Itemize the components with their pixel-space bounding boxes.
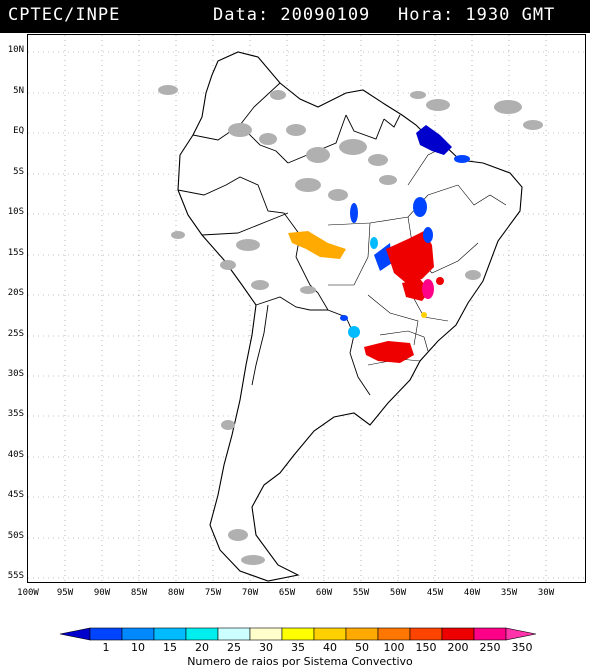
lat-label-10s: 10S (7, 207, 24, 217)
colorbar-arrow-right (505, 627, 537, 641)
colorbar-tick-200: 200 (447, 641, 469, 654)
lon-label-60w: 60W (315, 588, 333, 598)
date-label: Data: 20090109 (213, 5, 371, 25)
lat-label-35s: 35S (7, 409, 24, 419)
colorbar-tick-10: 10 (131, 641, 145, 654)
lat-label-45s: 45S (7, 490, 24, 500)
colorbar-segment (217, 627, 251, 641)
title-bar: CPTEC/INPE Data: 20090109 Hora: 1930 GMT (0, 0, 590, 33)
lon-label-65w: 65W (278, 588, 296, 598)
system-yellow-small (421, 312, 427, 318)
lon-label-95w: 95W (56, 588, 74, 598)
system-blue-north-central (350, 203, 358, 223)
lat-label-55s: 55S (7, 571, 24, 581)
lon-label-100w: 100W (17, 588, 39, 598)
lon-label-55w: 55W (352, 588, 370, 598)
lat-label-50s: 50S (7, 531, 24, 541)
system-red-small (436, 277, 444, 285)
colorbar-segment (345, 627, 379, 641)
system-blue-east-2 (423, 227, 433, 243)
lon-label-50w: 50W (389, 588, 407, 598)
system-orange-bolivia (288, 231, 346, 259)
colorbar-segment (409, 627, 443, 641)
lon-label-85w: 85W (130, 588, 148, 598)
map-canvas (28, 35, 585, 582)
system-cyan-paraguay (348, 326, 360, 338)
colorbar-segment (377, 627, 411, 641)
colorbar-tick-30: 30 (259, 641, 273, 654)
lat-label-10n: 10N (7, 45, 24, 55)
lat-label-15s: 15S (7, 248, 24, 258)
source-label: CPTEC/INPE (8, 5, 121, 25)
colorbar-tick-20: 20 (195, 641, 209, 654)
convective-systems (288, 125, 470, 363)
colorbar-segment (89, 627, 123, 641)
colorbar-tick-250: 250 (479, 641, 501, 654)
colorbar-tick-100: 100 (383, 641, 405, 654)
lat-label-5s: 5S (13, 167, 24, 177)
system-red-south (364, 341, 414, 363)
color-bar (59, 627, 537, 641)
map-frame (27, 34, 586, 583)
south-america-outline (177, 51, 523, 582)
colorbar-tick-40: 40 (323, 641, 337, 654)
lat-label-5n: 5N (13, 86, 24, 96)
colorbar-segment (185, 627, 219, 641)
system-blue-east (413, 197, 427, 217)
colorbar-arrow-left (59, 627, 91, 641)
system-blue-north-east (416, 125, 452, 155)
colorbar-segment (441, 627, 475, 641)
cloud-cover (158, 85, 543, 565)
system-cyan-center (370, 237, 378, 249)
colorbar-segment (153, 627, 187, 641)
system-blue-paraguay (340, 315, 348, 321)
lat-label-40s: 40S (7, 450, 24, 460)
lon-label-35w: 35W (500, 588, 518, 598)
colorbar-segment (473, 627, 507, 641)
colorbar-segment (313, 627, 347, 641)
lat-label-eq: EQ (13, 126, 24, 136)
colorbar-tick-1: 1 (102, 641, 110, 654)
system-blue-ne-small (454, 155, 470, 163)
lat-label-25s: 25S (7, 329, 24, 339)
colorbar-tick-150: 150 (415, 641, 437, 654)
lon-label-75w: 75W (204, 588, 222, 598)
colorbar-tick-35: 35 (291, 641, 305, 654)
time-label: Hora: 1930 GMT (398, 5, 556, 25)
lon-label-40w: 40W (463, 588, 481, 598)
colorbar-tick-350: 350 (511, 641, 533, 654)
colorbar-tick-25: 25 (227, 641, 241, 654)
colorbar-tick-15: 15 (163, 641, 177, 654)
colorbar-tick-50: 50 (355, 641, 369, 654)
lon-label-70w: 70W (241, 588, 259, 598)
country-borders (177, 82, 401, 396)
colorbar-title: Numero de raios por Sistema Convectivo (187, 655, 413, 668)
system-magenta-minas (422, 279, 434, 299)
lon-label-30w: 30W (537, 588, 555, 598)
colorbar-segment (281, 627, 315, 641)
lon-label-90w: 90W (93, 588, 111, 598)
lat-label-20s: 20S (7, 288, 24, 298)
colorbar-segment (249, 627, 283, 641)
system-red-central-brazil (386, 231, 434, 283)
lon-label-80w: 80W (167, 588, 185, 598)
lon-label-45w: 45W (426, 588, 444, 598)
colorbar-segment (121, 627, 155, 641)
lat-label-30s: 30S (7, 369, 24, 379)
